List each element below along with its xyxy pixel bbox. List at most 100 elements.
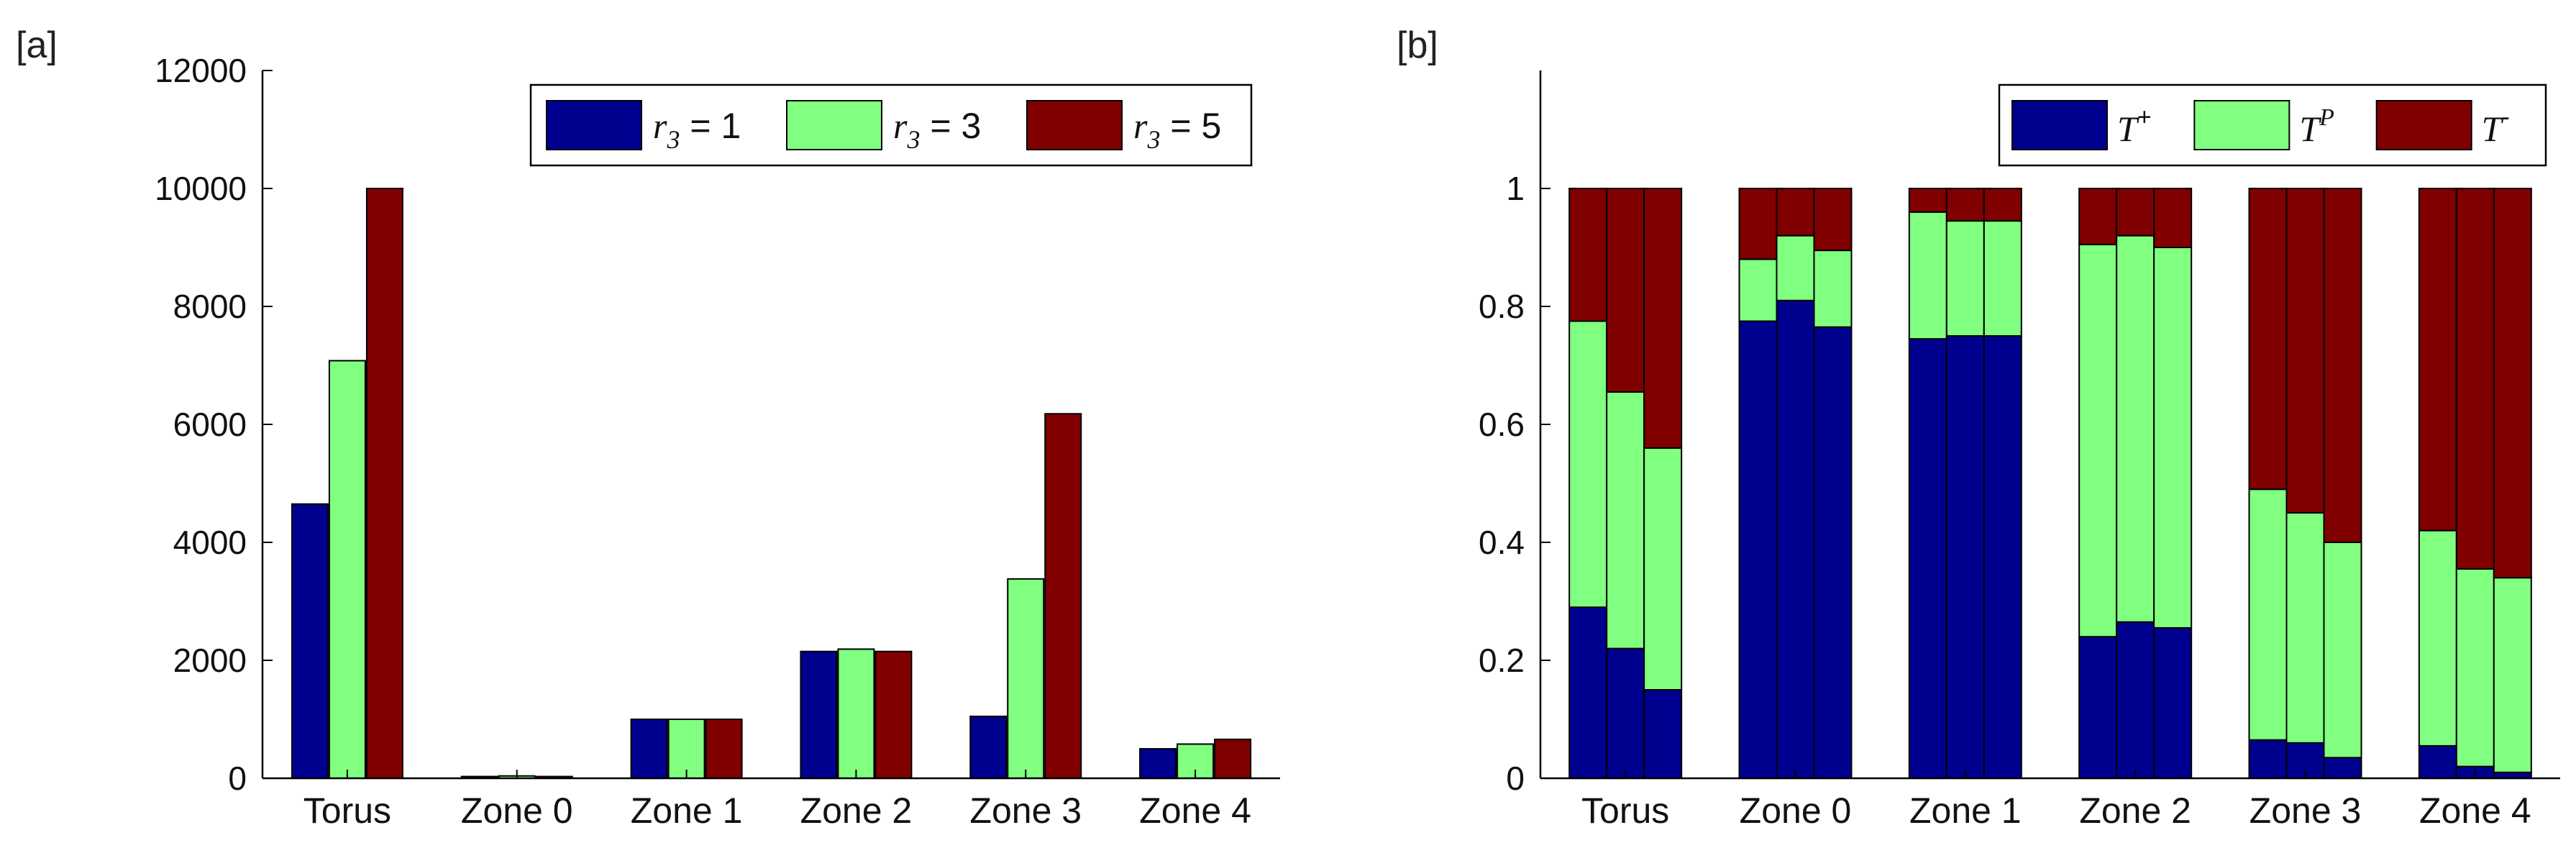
panel-a-legend: r3 = 1 r3 = 3 r3 = 5 — [529, 83, 1253, 167]
chart-panel-b: [b] 0 0.2 0.4 0.6 0.8 1 Torus Zone 0 Zone 1 Zone… — [1397, 24, 2560, 831]
stack-seg-torus-b2-s2 — [1606, 391, 1645, 650]
stack-seg-zone-1-b2-s2 — [1945, 220, 1985, 337]
stack-seg-zone-0-b2-s1 — [1776, 299, 1815, 779]
y-tick-label: 0.6 — [1479, 406, 1525, 443]
stack-seg-torus-b3-s3 — [1643, 188, 1683, 449]
stack-seg-zone-2-b2-s3 — [2116, 188, 2155, 237]
legend-swatch — [2375, 100, 2472, 150]
stack-seg-zone-4-b3-s2 — [2493, 577, 2532, 773]
stack-seg-zone-3-b1-s2 — [2248, 488, 2288, 741]
legend-swatch — [2193, 100, 2290, 150]
stack-seg-zone-3-b1-s3 — [2248, 188, 2288, 491]
panel-b-bars — [1568, 188, 2532, 780]
bar-zone-1-s3 — [705, 719, 743, 779]
stack-seg-torus-b3-s1 — [1643, 689, 1683, 779]
stack-seg-zone-1-b2-s1 — [1945, 335, 1985, 779]
panel-b-axes — [1539, 70, 2560, 780]
y-tick-label: 4000 — [173, 524, 247, 561]
x-tick-label: Zone 3 — [2250, 791, 2362, 831]
legend-swatch — [786, 100, 882, 150]
x-tick-label: Zone 2 — [2079, 791, 2191, 831]
stack-seg-zone-2-b3-s2 — [2153, 247, 2193, 629]
panel-a-x-ticks: Torus Zone 0 Zone 1 Zone 2 Zone 3 Zone 4 — [303, 770, 1251, 831]
stack-seg-zone-0-b1-s1 — [1738, 320, 1778, 779]
x-tick-label: Zone 0 — [461, 791, 573, 831]
y-tick-label: 12000 — [155, 52, 247, 89]
stack-seg-zone-1-b1-s2 — [1908, 211, 1947, 340]
stack-seg-zone-1-b3-s2 — [1983, 220, 2022, 337]
y-tick-label: 1 — [1506, 170, 1525, 207]
x-tick-label: Zone 1 — [631, 791, 743, 831]
bar-torus-s2 — [328, 360, 366, 779]
legend-label: r3 = 1 — [653, 106, 741, 154]
stack-seg-zone-0-b1-s2 — [1738, 258, 1778, 322]
y-tick-label: 0 — [1506, 760, 1525, 797]
stack-seg-zone-1-b3-s3 — [1983, 188, 2022, 222]
panel-b-legend: T+ TP T- — [1998, 83, 2547, 167]
legend-swatch — [2011, 100, 2108, 150]
stack-seg-torus-b1-s2 — [1568, 320, 1608, 609]
bar-torus-s1 — [291, 503, 329, 779]
stack-seg-zone-3-b3-s3 — [2323, 188, 2362, 543]
stack-seg-zone-0-b3-s2 — [1813, 250, 1853, 328]
stack-seg-zone-1-b1-s1 — [1908, 338, 1947, 780]
stack-seg-zone-4-b3-s3 — [2493, 188, 2532, 579]
panel-a-y-ticks: 0 2000 4000 6000 8000 10000 12000 — [155, 52, 273, 797]
y-tick-label: 10000 — [155, 170, 247, 207]
stack-seg-zone-4-b1-s3 — [2418, 188, 2457, 532]
stack-seg-zone-1-b3-s1 — [1983, 335, 2022, 779]
stack-seg-zone-3-b2-s3 — [2285, 188, 2325, 514]
y-tick-label: 2000 — [173, 642, 247, 679]
x-tick-label: Zone 2 — [800, 791, 913, 831]
stack-seg-zone-0-b3-s3 — [1813, 188, 1853, 252]
x-tick-label: Zone 4 — [1139, 791, 1251, 831]
bar-zone-2-s1 — [800, 650, 838, 780]
stack-seg-zone-0-b1-s3 — [1738, 188, 1778, 260]
bar-zone-4-s3 — [1214, 738, 1252, 780]
stack-seg-torus-b2-s3 — [1606, 188, 1645, 393]
stack-seg-zone-2-b2-s2 — [2116, 234, 2155, 623]
y-tick-label: 0.2 — [1479, 642, 1525, 679]
legend-label: r3 = 3 — [893, 106, 981, 154]
stack-seg-zone-2-b1-s3 — [2078, 188, 2118, 245]
panel-b-x-ticks: Torus Zone 0 Zone 1 Zone 2 Zone 3 Zone 4 — [1581, 770, 2531, 831]
stack-seg-zone-3-b2-s2 — [2285, 512, 2325, 744]
panel-a-axes — [261, 70, 1280, 780]
stack-seg-zone-0-b2-s2 — [1776, 234, 1815, 301]
stack-seg-zone-3-b3-s2 — [2323, 542, 2362, 759]
x-tick-label: Zone 0 — [1740, 791, 1852, 831]
stack-seg-zone-2-b1-s1 — [2078, 636, 2118, 780]
stack-seg-torus-b1-s3 — [1568, 188, 1608, 322]
x-tick-label: Torus — [1581, 791, 1669, 831]
stack-seg-zone-2-b3-s1 — [2153, 627, 2193, 780]
stack-seg-zone-2-b2-s1 — [2116, 621, 2155, 780]
legend-label: T- — [2482, 104, 2510, 149]
stack-seg-zone-0-b3-s1 — [1813, 326, 1853, 779]
stack-seg-zone-1-b2-s3 — [1945, 188, 1985, 222]
panel-a-bars — [291, 188, 1252, 780]
bar-zone-2-s3 — [874, 650, 913, 780]
y-tick-label: 0.4 — [1479, 524, 1525, 561]
chart-panel-a: [a] 0 2000 4000 6000 8000 10000 12000 Torus Zon… — [16, 24, 1280, 831]
stack-seg-zone-3-b2-s1 — [2285, 742, 2325, 780]
stack-seg-zone-4-b2-s2 — [2455, 568, 2495, 767]
y-tick-label: 0.8 — [1479, 288, 1525, 325]
legend-box — [529, 83, 1253, 167]
bar-zone-1-s1 — [630, 719, 668, 779]
bar-zone-1-s2 — [667, 719, 705, 779]
stack-seg-torus-b1-s1 — [1568, 606, 1608, 780]
legend-swatch — [546, 100, 642, 150]
stack-seg-zone-1-b1-s3 — [1908, 188, 1947, 213]
stack-seg-zone-4-b2-s3 — [2455, 188, 2495, 570]
bar-torus-s3 — [365, 188, 403, 779]
legend-swatch — [1026, 100, 1123, 150]
stack-seg-torus-b3-s2 — [1643, 447, 1683, 691]
panel-b-y-ticks: 0 0.2 0.4 0.6 0.8 1 — [1479, 170, 1550, 797]
x-tick-label: Zone 4 — [2419, 791, 2531, 831]
stack-seg-zone-2-b3-s3 — [2153, 188, 2193, 248]
stack-seg-zone-3-b1-s1 — [2248, 739, 2288, 779]
bar-zone-3-s1 — [969, 715, 1008, 780]
bar-zone-3-s3 — [1044, 413, 1082, 779]
legend-label: TP — [2299, 104, 2334, 149]
